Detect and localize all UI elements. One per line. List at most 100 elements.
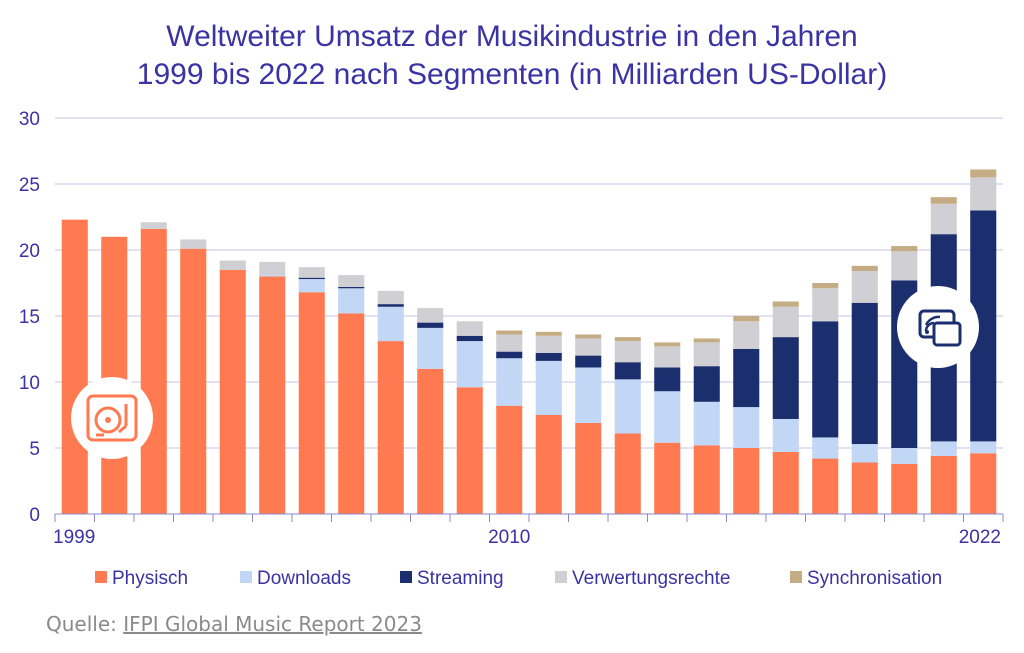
gridlines: [55, 117, 1003, 449]
bar-segment: [654, 391, 681, 443]
bar-segment: [575, 338, 602, 356]
bar-segment: [891, 448, 918, 464]
y-tick-label: 20: [19, 241, 40, 262]
bar-segment: [219, 260, 246, 270]
bar-segment: [417, 368, 444, 514]
bar-stack: [180, 239, 207, 514]
y-tick-label: 5: [29, 439, 40, 460]
bar-segment: [101, 236, 128, 515]
bar-segment: [930, 197, 957, 204]
legend-label: Downloads: [257, 568, 351, 589]
bar-segment: [891, 246, 918, 252]
legend-label: Synchronisation: [807, 568, 942, 589]
bar-segment: [812, 437, 839, 459]
bar-segment: [693, 445, 720, 514]
chart-legend: Physisch Downloads Streaming Verwertungsrec…: [95, 568, 942, 589]
legend-label: Streaming: [417, 568, 504, 589]
bar-stack: [614, 337, 641, 514]
bar-segment: [575, 367, 602, 423]
stacked-bar-chart: 0 5 10 15 20 25 30 1999 2010 2022 Physisch Downlo…: [19, 109, 1004, 589]
bar-stack: [851, 265, 878, 514]
bar-segment: [298, 292, 325, 514]
chart-title-line-1: Weltweiter Umsatz der Musikindustrie in …: [166, 20, 858, 53]
bar-segment: [535, 415, 562, 514]
bar-segment: [851, 462, 878, 514]
bar-segment: [614, 362, 641, 380]
legend-swatch: [240, 571, 252, 583]
bar-stack: [298, 267, 325, 514]
bar-segment: [61, 219, 88, 514]
bar-segment: [496, 405, 523, 514]
bar-stack: [338, 275, 365, 514]
legend-label: Verwertungsrechte: [572, 568, 730, 589]
bar-segment: [733, 407, 760, 448]
bar-segment: [417, 322, 444, 328]
legend-swatch: [555, 571, 567, 583]
bar-segment: [851, 271, 878, 303]
bar-segment: [456, 321, 483, 336]
bar-segment: [812, 321, 839, 438]
bar-segment: [377, 306, 404, 342]
source-prefix: Quelle:: [46, 612, 124, 636]
bar-segment: [535, 360, 562, 415]
bar-stack: [377, 290, 404, 514]
bar-segment: [970, 441, 997, 454]
bar-segment: [851, 444, 878, 463]
bar-stack: [417, 308, 444, 514]
bar-segment: [851, 265, 878, 272]
bar-segment: [338, 313, 365, 514]
bar-segment: [496, 351, 523, 359]
bar-segment: [614, 341, 641, 363]
bar-segment: [140, 222, 167, 229]
bar-segment: [456, 341, 483, 388]
bar-stacks: [61, 169, 997, 515]
bar-segment: [377, 341, 404, 514]
bar-segment: [259, 261, 286, 276]
bar-segment: [733, 321, 760, 349]
bar-segment: [772, 418, 799, 452]
bar-segment: [496, 334, 523, 352]
bar-segment: [575, 422, 602, 514]
bar-stack: [496, 330, 523, 514]
bar-segment: [772, 337, 799, 419]
bar-stack: [140, 222, 167, 514]
bar-segment: [693, 401, 720, 446]
bar-segment: [930, 441, 957, 456]
source-link[interactable]: IFPI Global Music Report 2023: [123, 612, 422, 636]
x-tick-label: 2010: [488, 527, 530, 548]
bar-segment: [891, 463, 918, 514]
bar-segment: [733, 316, 760, 322]
bar-stack: [812, 283, 839, 514]
y-axis-tick-labels: 0 5 10 15 20 25 30: [19, 109, 40, 526]
bar-segment: [772, 306, 799, 338]
source-note: Quelle: IFPI Global Music Report 2023: [46, 612, 422, 636]
bar-stack: [259, 261, 286, 514]
bar-stack: [891, 246, 918, 514]
legend-swatch: [790, 571, 802, 583]
legend-item: Physisch: [95, 568, 188, 589]
bar-segment: [654, 367, 681, 392]
legend-item: Synchronisation: [790, 568, 942, 589]
bar-segment: [970, 453, 997, 514]
bar-segment: [970, 169, 997, 178]
bar-stack: [654, 342, 681, 514]
bar-segment: [417, 327, 444, 369]
legend-label: Physisch: [112, 568, 188, 589]
bar-segment: [377, 290, 404, 305]
bar-segment: [812, 283, 839, 289]
legend-item: Verwertungsrechte: [555, 568, 730, 589]
decorative-icons: [71, 286, 979, 459]
bar-segment: [970, 177, 997, 211]
bar-segment: [535, 331, 562, 336]
bar-segment: [338, 288, 365, 314]
bar-stack: [575, 334, 602, 514]
bar-segment: [140, 228, 167, 514]
bar-segment: [496, 330, 523, 335]
bar-segment: [496, 358, 523, 406]
bar-stack: [693, 338, 720, 514]
y-tick-label: 15: [19, 307, 40, 328]
legend-item: Downloads: [240, 568, 351, 589]
bar-stack: [535, 331, 562, 514]
bar-segment: [812, 288, 839, 322]
turntable-icon: [71, 377, 153, 459]
